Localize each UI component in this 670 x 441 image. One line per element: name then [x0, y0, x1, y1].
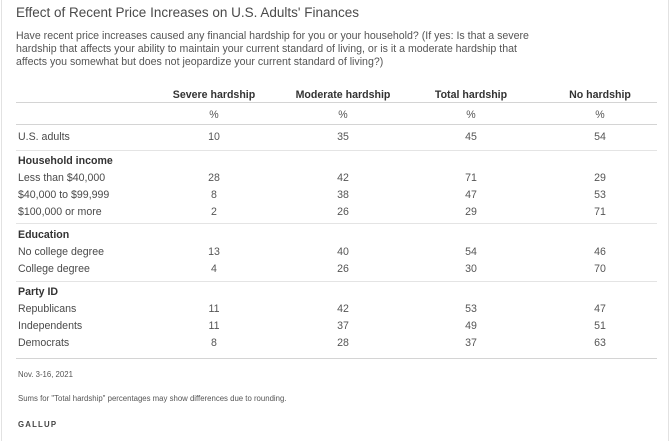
group-3-row-1-value-3: 53: [465, 303, 477, 315]
group-3-row-3-value-1: 8: [211, 337, 217, 349]
table-row-1-value-4: 54: [594, 131, 606, 143]
group-rule: [16, 150, 657, 151]
group-2-row-2-label: College degree: [18, 263, 90, 275]
group-2-row-1-label: No college degree: [18, 246, 104, 258]
group-3-row-3-value-4: 63: [594, 337, 606, 349]
group-2-row-2-value-1: 4: [211, 263, 217, 275]
unit-label-none: %: [595, 109, 605, 121]
group-2-row-1-value-4: 46: [594, 246, 606, 258]
gallup-logo: GALLUP: [18, 420, 58, 429]
group-3-row-2-value-4: 51: [594, 320, 606, 332]
column-header-moderate: Moderate hardship: [295, 89, 391, 101]
group-heading-1: Household income: [18, 155, 113, 167]
table-row-1-value-1: 10: [208, 131, 220, 143]
group-1-row-2-label: $40,000 to $99,999: [18, 189, 110, 201]
page-title: Effect of Recent Price Increases on U.S.…: [16, 5, 359, 20]
group-3-row-2-value-3: 49: [465, 320, 477, 332]
group-3-row-1-label: Republicans: [18, 303, 77, 315]
group-1-row-3-value-4: 71: [594, 206, 606, 218]
group-3-row-1-value-4: 47: [594, 303, 606, 315]
group-2-row-1-value-3: 54: [465, 246, 477, 258]
group-rule: [16, 281, 657, 282]
table-row-1-value-3: 45: [465, 131, 477, 143]
group-1-row-3-value-3: 29: [465, 206, 477, 218]
column-header-severe: Severe hardship: [172, 89, 256, 101]
table-row-1-value-2: 35: [337, 131, 349, 143]
survey-date: Nov. 3-16, 2021: [18, 370, 73, 379]
table-row-1-label: U.S. adults: [18, 131, 70, 143]
group-1-row-3-label: $100,000 or more: [18, 206, 102, 218]
header-rule: [16, 102, 657, 103]
group-heading-2: Education: [18, 229, 70, 241]
group-1-row-1-value-3: 71: [465, 172, 477, 184]
rounding-note: Sums for "Total hardship" percentages ma…: [18, 394, 287, 403]
group-1-row-3-value-2: 26: [337, 206, 349, 218]
group-3-row-1-value-2: 42: [337, 303, 349, 315]
group-2-row-2-value-4: 70: [594, 263, 606, 275]
group-3-row-2-value-2: 37: [337, 320, 349, 332]
group-2-row-2-value-3: 30: [465, 263, 477, 275]
group-1-row-1-value-2: 42: [337, 172, 349, 184]
group-3-row-2-label: Independents: [18, 320, 83, 332]
group-1-row-1-value-4: 29: [594, 172, 606, 184]
group-3-row-2-value-1: 11: [208, 320, 220, 332]
unit-label-total: %: [466, 109, 476, 121]
unit-label-moderate: %: [338, 109, 348, 121]
group-3-row-1-value-1: 11: [208, 303, 220, 315]
group-1-row-1-value-1: 28: [208, 172, 220, 184]
group-2-row-1-value-1: 13: [208, 246, 220, 258]
group-3-row-3-value-3: 37: [465, 337, 477, 349]
column-header-total: Total hardship: [434, 89, 508, 101]
column-header-none: No hardship: [569, 89, 631, 101]
group-2-row-2-value-2: 26: [337, 263, 349, 275]
group-1-row-2-value-3: 47: [465, 189, 477, 201]
table-bottom-rule: [16, 358, 657, 359]
group-3-row-3-label: Democrats: [18, 337, 70, 349]
unit-label-severe: %: [209, 109, 219, 121]
group-1-row-2-value-2: 38: [337, 189, 349, 201]
group-1-row-2-value-1: 8: [211, 189, 217, 201]
group-heading-3: Party ID: [18, 286, 59, 298]
group-1-row-2-value-4: 53: [594, 189, 606, 201]
group-2-row-1-value-2: 40: [337, 246, 349, 258]
group-1-row-1-label: Less than $40,000: [18, 172, 106, 184]
group-3-row-3-value-2: 28: [337, 337, 349, 349]
group-rule: [16, 223, 657, 224]
group-1-row-3-value-1: 2: [211, 206, 217, 218]
units-rule: [16, 124, 657, 125]
survey-question: Have recent price increases caused any f…: [16, 30, 529, 69]
